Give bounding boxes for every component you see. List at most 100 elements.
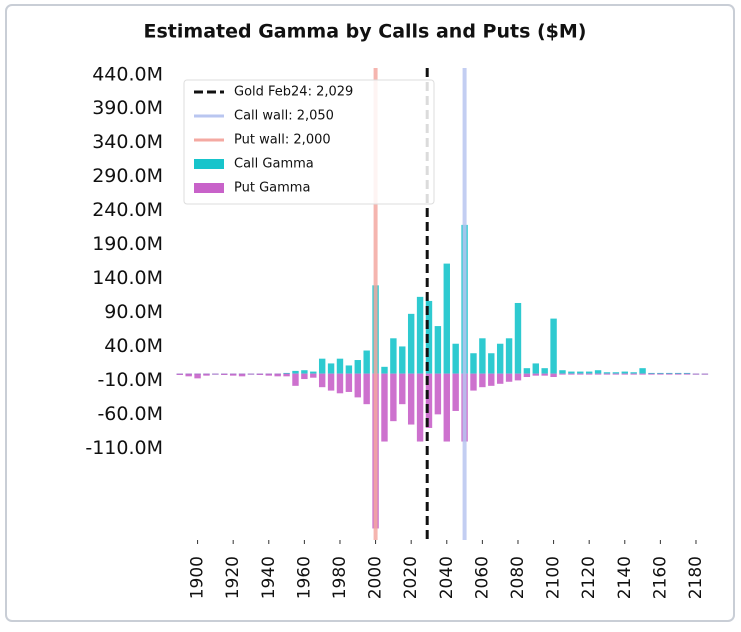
x-tick-label: 2060	[472, 556, 492, 599]
bar	[399, 373, 406, 405]
bar	[301, 373, 308, 380]
bar	[621, 371, 628, 374]
bar	[407, 373, 415, 425]
bar	[310, 373, 317, 378]
bar	[488, 353, 495, 374]
bar	[345, 365, 353, 374]
x-tick-label: 2080	[508, 556, 528, 599]
bar	[399, 346, 406, 374]
y-tick-label: 140.0M	[92, 267, 163, 289]
bar	[594, 373, 602, 375]
bar	[657, 372, 664, 374]
bar	[416, 296, 424, 374]
bar	[381, 366, 388, 374]
bar	[523, 373, 531, 378]
bar	[496, 343, 504, 374]
bar	[666, 373, 673, 375]
bar	[434, 373, 442, 415]
bar	[612, 373, 620, 375]
legend-label: Gold Feb24: 2,029	[234, 85, 353, 100]
bar	[363, 350, 370, 374]
bar	[283, 373, 290, 377]
bar	[612, 372, 620, 374]
bar	[692, 373, 700, 375]
y-tick-label: 240.0M	[92, 199, 163, 221]
bar	[639, 373, 646, 375]
bar	[274, 373, 281, 377]
bar	[541, 368, 548, 374]
bar	[559, 370, 566, 374]
bar	[630, 372, 637, 374]
bar	[479, 338, 486, 374]
bar	[674, 372, 682, 374]
y-tick-label: -10.0M	[97, 369, 163, 391]
bar	[559, 373, 566, 375]
bar	[221, 373, 228, 375]
bar	[354, 360, 361, 374]
bar	[523, 368, 531, 374]
x-tick-label: 2040	[437, 556, 457, 599]
bar	[479, 373, 486, 388]
bar	[416, 373, 424, 442]
bar	[256, 373, 264, 375]
bar	[238, 373, 246, 377]
bar	[229, 373, 237, 376]
bar	[283, 372, 290, 374]
bar	[514, 373, 522, 381]
bar	[505, 373, 513, 382]
legend-label: Put Gamma	[234, 181, 310, 196]
bar	[176, 373, 183, 375]
bar	[318, 358, 326, 374]
legend-box	[183, 79, 435, 205]
bar	[203, 373, 210, 376]
bar	[390, 373, 397, 422]
bar	[310, 371, 317, 374]
bar	[488, 373, 495, 386]
x-tick-label: 1900	[188, 556, 208, 599]
bar	[701, 373, 709, 375]
y-tick-label: 340.0M	[92, 131, 163, 153]
bar	[318, 373, 326, 388]
bar	[452, 343, 459, 374]
bar	[407, 313, 415, 374]
x-tick-label: 2140	[615, 556, 635, 599]
bar	[585, 373, 593, 375]
bar	[585, 371, 593, 374]
bar	[354, 373, 361, 398]
bar	[443, 373, 450, 442]
bar	[425, 300, 433, 374]
legend-swatch	[194, 159, 224, 169]
bar	[657, 373, 664, 375]
y-tick-label: 90.0M	[104, 301, 163, 323]
x-tick-label: 1920	[223, 556, 243, 599]
bar	[327, 373, 335, 391]
bar	[470, 373, 477, 391]
legend-label: Call wall: 2,050	[234, 109, 334, 124]
bar	[327, 363, 335, 374]
x-tick-label: 2100	[544, 556, 564, 599]
bar	[292, 370, 299, 374]
legend-swatch	[194, 183, 224, 193]
bar	[185, 373, 192, 377]
bar	[443, 263, 450, 374]
y-tick-label: 40.0M	[104, 335, 163, 357]
bar	[425, 373, 433, 428]
bar	[683, 373, 691, 375]
bar	[390, 338, 397, 374]
legend-label: Call Gamma	[234, 157, 314, 172]
bar	[434, 326, 442, 374]
bar	[568, 373, 575, 375]
bar	[550, 318, 557, 374]
bar	[345, 373, 353, 392]
bar	[336, 358, 344, 374]
bar	[363, 373, 370, 405]
bar	[470, 353, 477, 374]
bar	[496, 373, 504, 384]
legend-label: Put wall: 2,000	[234, 133, 331, 148]
y-tick-label: -110.0M	[85, 437, 163, 459]
bar	[639, 368, 646, 374]
y-tick-label: 440.0M	[92, 63, 163, 85]
bar	[514, 302, 522, 374]
y-tick-label: -60.0M	[97, 403, 163, 425]
x-tick-label: 2020	[401, 556, 421, 599]
